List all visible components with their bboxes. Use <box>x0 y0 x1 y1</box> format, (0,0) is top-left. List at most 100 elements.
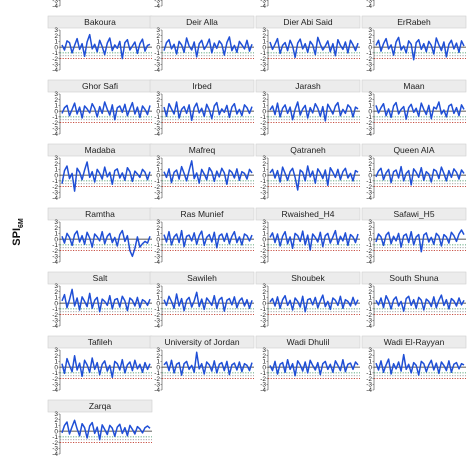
y-tick-label: -4 <box>52 323 58 330</box>
spi-series-line <box>61 419 151 441</box>
spi-series-line <box>375 229 465 253</box>
y-tick-label: 0 <box>156 300 160 307</box>
y-tick-label: -1 <box>366 50 372 57</box>
y-tick-label: 2 <box>54 161 58 168</box>
panel-title-strip <box>149 335 255 349</box>
y-tick-label: -4 <box>260 3 266 10</box>
spi-series-line <box>163 351 253 376</box>
svg-text:SPI6M: SPI6M <box>11 218 25 246</box>
y-tick-label: 2 <box>54 353 58 360</box>
y-tick-label: -2 <box>260 56 266 63</box>
y-tick-label: -1 <box>260 242 266 249</box>
y-tick-label: -1 <box>366 306 372 313</box>
y-tick-label: -1 <box>154 114 160 121</box>
y-tick-label: 0 <box>54 44 58 51</box>
y-tick-label: -4 <box>154 259 160 266</box>
y-tick-label: 1 <box>262 295 266 302</box>
y-tick-label: -1 <box>154 242 160 249</box>
y-tick-label: -4 <box>260 67 266 74</box>
y-tick-label: 1 <box>262 103 266 110</box>
spi-series-line <box>61 229 151 258</box>
y-tick-label: 0 <box>156 364 160 371</box>
y-tick-label: -4 <box>366 323 372 330</box>
spi-series-line <box>375 165 465 186</box>
y-tick-label: 2 <box>156 225 160 232</box>
y-tick-label: -3 <box>154 253 160 260</box>
y-tick-label: -2 <box>260 248 266 255</box>
spi-series-line <box>61 33 151 60</box>
panel-title-strip <box>255 335 361 349</box>
panel-title: Deir Alla <box>186 17 218 27</box>
y-tick-label: -2 <box>154 248 160 255</box>
y-tick-label: 2 <box>156 289 160 296</box>
spi-series-line <box>163 36 253 58</box>
y-tick-label: 0 <box>54 300 58 307</box>
y-tick-label: 3 <box>368 91 372 98</box>
y-tick-label: -3 <box>52 253 58 260</box>
y-tick-label: 3 <box>368 27 372 34</box>
panel-title: Mafreq <box>189 145 216 155</box>
y-tick-label: 0 <box>54 108 58 115</box>
spi-series-line <box>269 165 359 191</box>
y-tick-label: -2 <box>366 184 372 191</box>
panel-title: Ras Munief <box>181 209 225 219</box>
panel-title: Queen AIA <box>393 145 434 155</box>
y-tick-label: 3 <box>368 347 372 354</box>
y-tick-label: -1 <box>154 306 160 313</box>
panel-title: Wadi Dhulil <box>287 337 330 347</box>
y-tick-label: 3 <box>156 91 160 98</box>
y-tick-label: -4 <box>366 195 372 202</box>
y-tick-label: -1 <box>366 370 372 377</box>
y-tick-label: -2 <box>52 312 58 319</box>
y-tick-label: 0 <box>368 300 372 307</box>
y-tick-label: -4 <box>260 387 266 394</box>
panel-title: University of Jordan <box>164 337 239 347</box>
y-tick-label: 2 <box>262 289 266 296</box>
y-tick-label: 1 <box>368 167 372 174</box>
y-tick-label: 2 <box>368 161 372 168</box>
y-tick-label: -3 <box>260 381 266 388</box>
y-tick-label: 0 <box>156 108 160 115</box>
y-tick-label: -2 <box>260 376 266 383</box>
y-tick-label: 3 <box>54 283 58 290</box>
panel-grid: -3-4-3-4-3-4-3-4Bakoura3210-1-2-3-4Deir … <box>47 0 467 458</box>
panel-title-strip <box>255 271 361 285</box>
panel-title-strip <box>255 143 361 157</box>
spi-series-line <box>163 291 253 312</box>
panel-title: Irbed <box>192 81 212 91</box>
y-tick-label: 3 <box>156 155 160 162</box>
y-tick-label: -3 <box>366 381 372 388</box>
y-tick-label: 0 <box>368 172 372 179</box>
y-tick-label: -3 <box>260 125 266 132</box>
y-tick-label: -3 <box>366 61 372 68</box>
y-tick-label: 1 <box>368 359 372 366</box>
spi-series-line <box>375 294 465 312</box>
y-tick-label: -2 <box>260 184 266 191</box>
y-tick-label: 0 <box>156 236 160 243</box>
y-tick-label: -2 <box>52 56 58 63</box>
y-tick-label: 2 <box>156 161 160 168</box>
panel-title: Maan <box>403 81 425 91</box>
panel-title: Rwaished_H4 <box>282 209 335 219</box>
y-tick-label: 2 <box>54 33 58 40</box>
y-tick-label: -4 <box>154 323 160 330</box>
y-tick-label: -3 <box>260 317 266 324</box>
y-tick-label: -2 <box>366 312 372 319</box>
y-tick-label: 0 <box>54 172 58 179</box>
y-tick-label: 0 <box>54 364 58 371</box>
y-tick-label: 2 <box>262 33 266 40</box>
y-tick-label: 1 <box>54 167 58 174</box>
y-tick-label: -4 <box>52 259 58 266</box>
y-tick-label: 2 <box>262 161 266 168</box>
y-tick-label: 2 <box>262 353 266 360</box>
y-tick-label: -2 <box>366 120 372 127</box>
y-axis-label: SPI6M <box>11 218 25 246</box>
y-tick-label: 3 <box>156 219 160 226</box>
y-tick-label: -1 <box>52 178 58 185</box>
